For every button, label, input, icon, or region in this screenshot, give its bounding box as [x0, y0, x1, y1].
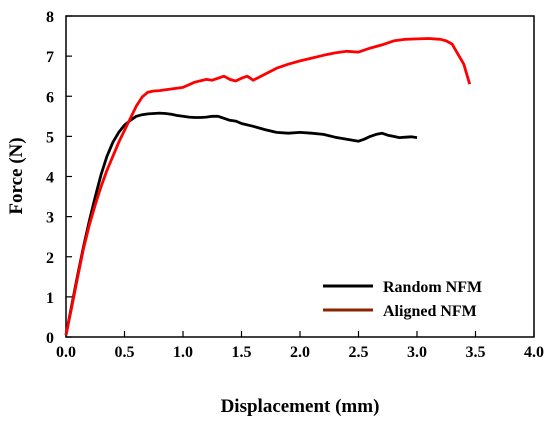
y-tick-label: 2: [46, 250, 54, 267]
x-tick-label: 0.0: [56, 344, 76, 361]
x-tick-label: 4.0: [524, 344, 544, 361]
y-axis: 0 1 2 3 4 5 6 7 8: [46, 9, 72, 347]
legend-label-aligned-nfm: Aligned NFM: [383, 303, 477, 320]
y-tick-label: 3: [46, 210, 54, 227]
legend-label-random-nfm: Random NFM: [383, 279, 482, 296]
x-axis-label: Displacement (mm): [221, 396, 380, 417]
x-tick-label: 2.0: [290, 344, 310, 361]
y-tick-label: 4: [46, 170, 54, 187]
y-tick-label: 6: [46, 89, 54, 106]
x-tick-label: 3.5: [466, 344, 486, 361]
x-axis: 0.0 0.5 1.0 1.5 2.0 2.5 3.0 3.5 4.0: [56, 331, 544, 361]
y-tick-label: 0: [46, 330, 54, 347]
legend: Random NFM Aligned NFM: [323, 279, 482, 320]
series-line-random-nfm: [64, 111, 418, 336]
series-lines: [64, 37, 472, 336]
y-tick-label: 7: [46, 49, 54, 66]
y-tick-label: 1: [46, 290, 54, 307]
y-tick-label: 5: [46, 129, 54, 146]
x-tick-label: 0.5: [115, 344, 135, 361]
x-tick-label: 3.0: [407, 344, 427, 361]
x-tick-label: 1.5: [232, 344, 252, 361]
y-tick-label: 8: [46, 9, 54, 26]
x-tick-label: 2.5: [349, 344, 369, 361]
x-tick-label: 1.0: [173, 344, 193, 361]
series-line-aligned-nfm: [64, 37, 472, 336]
y-axis-label: Force (N): [6, 137, 27, 214]
